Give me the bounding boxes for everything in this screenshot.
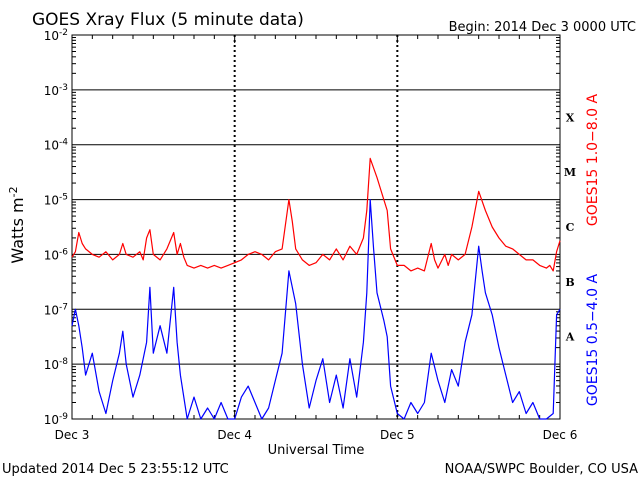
x-tick-label: Dec 6 <box>543 428 578 442</box>
y-tick-base: 10 <box>44 84 59 98</box>
flare-class-label: A <box>565 331 575 344</box>
y-tick-base: 10 <box>44 194 59 208</box>
y-tick-label: 10-3 <box>44 83 68 98</box>
flare-class-label: B <box>565 276 574 289</box>
y-axis-label-exponent: -2 <box>7 186 20 197</box>
series-line-long <box>71 157 561 272</box>
y-tick-base: 10 <box>44 413 59 427</box>
y-tick-base: 10 <box>44 303 59 317</box>
legend-series-short: GOES15 0.5−4.0 A <box>585 274 601 407</box>
y-tick-exponent: -7 <box>59 302 68 312</box>
y-axis-label: Watts m-2 <box>7 186 28 263</box>
footer-updated: Updated 2014 Dec 5 23:55:12 UTC <box>2 462 229 477</box>
begin-label: Begin: 2014 Dec 3 0000 UTC <box>449 20 636 35</box>
y-tick-exponent: -5 <box>59 193 68 203</box>
y-tick-label: 10-7 <box>44 302 68 317</box>
y-tick-exponent: -6 <box>59 247 68 257</box>
x-tick-label: Dec 3 <box>55 428 90 442</box>
y-tick-label: 10-5 <box>44 193 68 208</box>
y-tick-label: 10-4 <box>44 138 69 153</box>
x-tick-label: Dec 5 <box>380 428 415 442</box>
y-tick-base: 10 <box>44 29 59 43</box>
y-tick-label: 10-6 <box>44 247 69 262</box>
footer-source: NOAA/SWPC Boulder, CO USA <box>445 462 638 477</box>
flare-class-label: C <box>566 221 575 234</box>
chart-title: GOES Xray Flux (5 minute data) <box>32 10 304 30</box>
flare-class-label: M <box>564 166 576 179</box>
y-tick-base: 10 <box>44 139 59 153</box>
y-axis-label-text: Watts m <box>8 197 27 263</box>
flare-class-label: X <box>566 111 575 124</box>
y-tick-label: 10-8 <box>44 357 69 372</box>
y-tick-base: 10 <box>44 358 59 372</box>
legend-series-long: GOES15 1.0−8.0 A <box>585 94 601 227</box>
y-tick-exponent: -8 <box>59 357 68 367</box>
y-tick-base: 10 <box>44 248 59 262</box>
x-tick-label: Dec 4 <box>217 428 252 442</box>
y-tick-label: 10-2 <box>44 28 68 43</box>
y-tick-exponent: -3 <box>59 83 68 93</box>
plot-frame <box>71 34 561 420</box>
y-tick-exponent: -9 <box>59 412 68 422</box>
y-tick-exponent: -2 <box>59 28 68 38</box>
x-axis-label: Universal Time <box>268 443 365 458</box>
series-line-short <box>71 199 561 420</box>
y-tick-exponent: -4 <box>59 138 68 148</box>
y-tick-label: 10-9 <box>44 412 69 427</box>
